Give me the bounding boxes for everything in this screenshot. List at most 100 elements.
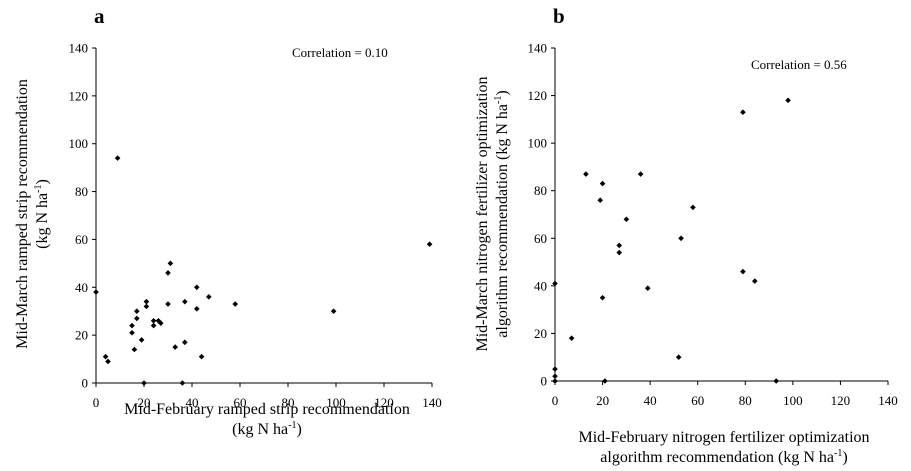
panel-a-y-tick-label: 0 bbox=[82, 376, 89, 391]
panel-b-y-tick-label: 60 bbox=[534, 231, 547, 246]
panel-a-x-tick-label: 80 bbox=[282, 395, 295, 410]
panel-b-data-point bbox=[597, 197, 603, 204]
panel-a-y-tick-label: 140 bbox=[69, 41, 89, 56]
panel-b-x-tick-label: 60 bbox=[691, 393, 704, 408]
panel-b-data-point bbox=[568, 335, 575, 341]
panel-b-x-tick-label: 100 bbox=[783, 393, 803, 408]
panel-b-x-axis-title-line2: algorithm recommendation (kg N ha-1) bbox=[600, 448, 847, 466]
panel-b-y-unit-close: ) bbox=[494, 90, 511, 95]
panel-a-data-point bbox=[129, 322, 135, 329]
panel-a-x-tick-label: 20 bbox=[138, 395, 151, 410]
panel-b-data-point bbox=[583, 171, 589, 177]
panel-a-data-point bbox=[105, 358, 111, 365]
panel-a-data-point bbox=[206, 294, 212, 300]
panel-b-x-tick-label: 80 bbox=[739, 393, 752, 408]
panel-a-data-point bbox=[426, 241, 433, 248]
panel-b-x-unit-text: algorithm recommendation (kg N ha bbox=[600, 449, 834, 466]
panel-a-x-tick-label: 140 bbox=[422, 395, 442, 410]
panel-b-data-point bbox=[623, 216, 630, 223]
panel-b-data-point bbox=[752, 278, 758, 284]
panel-a-ticks: 0 20 40 60 80 100 120 140 0 20 40 60 80 100 120 140 bbox=[69, 41, 442, 411]
panel-a-y-tick-label: 20 bbox=[75, 328, 88, 343]
panel-a-data-point bbox=[179, 380, 186, 386]
panel-a-data-point bbox=[155, 317, 162, 324]
panel-a-scatter-chart: a Correlation = 0.10 0204060801001201400… bbox=[14, 4, 442, 438]
panel-b-y-unit-superscript: -1 bbox=[493, 96, 504, 104]
panel-a-data-point bbox=[93, 289, 99, 295]
panel-a-data-point bbox=[141, 380, 147, 386]
panel-b-y-tick-label: 140 bbox=[528, 41, 548, 56]
panel-a-data-point bbox=[194, 306, 200, 312]
panel-a-y-tick-label: 60 bbox=[75, 232, 88, 247]
panel-b-x-tick-label: 120 bbox=[831, 393, 851, 408]
panel-b-y-axis-title-line1: Mid-March nitrogen fertilizer optimizati… bbox=[474, 76, 491, 351]
panel-a-y-axis-title-line1: Mid-March ramped strip recommendation bbox=[14, 79, 31, 349]
panel-a-points bbox=[93, 155, 433, 386]
panel-a-data-point bbox=[182, 339, 188, 346]
panel-a-x-tick-label: 120 bbox=[374, 395, 394, 410]
panel-b-data-point bbox=[602, 378, 608, 384]
panel-b-data-point bbox=[616, 242, 623, 249]
panel-a-x-unit-text: (kg N ha bbox=[232, 421, 288, 438]
panel-a-y-tick-label: 80 bbox=[75, 184, 88, 199]
panel-b-data-point bbox=[740, 268, 746, 275]
panel-a-data-point bbox=[167, 260, 174, 267]
panel-a-data-point bbox=[138, 337, 145, 343]
panel-b-x-axis-title-line1: Mid-February nitrogen fertilizer optimiz… bbox=[578, 429, 869, 446]
panel-a-data-point bbox=[158, 320, 164, 326]
panel-b-letter: b bbox=[553, 4, 565, 28]
panel-b-data-point bbox=[599, 180, 606, 187]
panel-b-y-tick-label: 100 bbox=[528, 136, 548, 151]
panel-b-data-point bbox=[678, 235, 684, 242]
panel-a-data-point bbox=[134, 308, 140, 315]
panel-b-y-tick-label: 120 bbox=[528, 88, 548, 103]
panel-b-y-unit-text: algorithm recommendation (kg N ha bbox=[494, 104, 511, 338]
panel-a-data-point bbox=[143, 298, 150, 305]
panel-a-data-point bbox=[129, 329, 135, 336]
panel-b-data-point bbox=[740, 109, 746, 116]
panel-b-data-point bbox=[552, 280, 558, 287]
panel-a-data-point bbox=[134, 315, 140, 322]
panel-a-x-tick-label: 60 bbox=[234, 395, 247, 410]
panel-b-data-point bbox=[785, 97, 791, 104]
panel-a-y-tick-label: 100 bbox=[69, 136, 89, 151]
panel-a-data-point bbox=[194, 284, 200, 291]
panel-a-data-point bbox=[232, 301, 238, 307]
panel-a-data-point bbox=[172, 344, 178, 350]
panel-a-y-axis-title-line2: (kg N ha-1) bbox=[33, 179, 51, 249]
panel-b-y-tick-label: 20 bbox=[534, 326, 547, 341]
panel-b-data-point bbox=[675, 354, 682, 361]
panel-b-data-point bbox=[644, 285, 651, 292]
panel-a-y-unit-text: (kg N ha bbox=[34, 193, 51, 249]
panel-a-x-axis-title-line1: Mid-February ramped strip recommendation bbox=[124, 401, 410, 418]
panel-b-y-axis-title: Mid-March nitrogen fertilizer optimizati… bbox=[474, 76, 511, 351]
panel-a-x-tick-label: 0 bbox=[93, 395, 100, 410]
panel-b-scatter-chart: b Correlation = 0.56 0 20 40 60 80 100 120 140 0… bbox=[474, 4, 898, 466]
panel-b-x-tick-label: 0 bbox=[552, 393, 559, 408]
panel-a-data-point bbox=[165, 270, 171, 276]
panel-a-data-point bbox=[182, 298, 188, 305]
panel-a-data-point bbox=[131, 346, 138, 353]
panel-b-data-point bbox=[552, 366, 558, 372]
panel-b-data-point bbox=[552, 373, 558, 380]
panel-a-y-axis-title: Mid-March ramped strip recommendation (k… bbox=[14, 79, 51, 349]
panel-a-y-tick-label: 40 bbox=[75, 280, 88, 295]
panel-a-data-point bbox=[150, 322, 157, 329]
panel-b-y-tick-label: 40 bbox=[534, 278, 547, 293]
panel-a-letter: a bbox=[94, 4, 105, 28]
panel-b-ticks: 0 20 40 60 80 100 120 140 0 20 40 60 80 100 120 140 bbox=[528, 41, 898, 409]
panel-a-x-unit-superscript: -1 bbox=[288, 420, 296, 431]
panel-b-data-point bbox=[599, 294, 606, 301]
panel-a-x-tick-label: 40 bbox=[186, 395, 199, 410]
panel-a-data-point bbox=[330, 308, 337, 315]
panel-a-y-tick-label: 120 bbox=[69, 88, 89, 103]
panel-b-data-point bbox=[616, 249, 623, 256]
panel-b-x-tick-label: 20 bbox=[596, 393, 609, 408]
panel-a-data-point bbox=[150, 317, 157, 324]
panel-a-y-unit-superscript: -1 bbox=[33, 185, 44, 193]
panel-b-y-tick-label: 0 bbox=[541, 374, 548, 389]
panel-b-y-axis-title-line2: algorithm recommendation (kg N ha-1) bbox=[493, 90, 511, 337]
panel-b-correlation-annotation: Correlation = 0.56 bbox=[751, 57, 847, 72]
panel-b-data-point bbox=[637, 171, 644, 177]
